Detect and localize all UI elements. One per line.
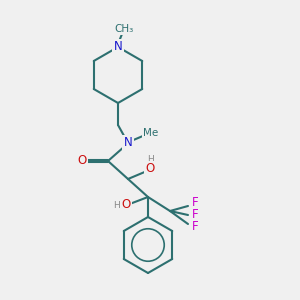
Text: CH₃: CH₃ bbox=[114, 24, 134, 34]
Text: N: N bbox=[114, 40, 122, 53]
Text: F: F bbox=[192, 208, 198, 221]
Text: O: O bbox=[77, 154, 87, 167]
Text: N: N bbox=[124, 136, 132, 149]
Text: Me: Me bbox=[143, 128, 159, 138]
Text: O: O bbox=[146, 163, 154, 176]
Text: F: F bbox=[192, 220, 198, 233]
Text: O: O bbox=[122, 199, 130, 212]
Text: H: H bbox=[148, 155, 154, 164]
Text: H: H bbox=[114, 200, 120, 209]
Text: F: F bbox=[192, 196, 198, 209]
